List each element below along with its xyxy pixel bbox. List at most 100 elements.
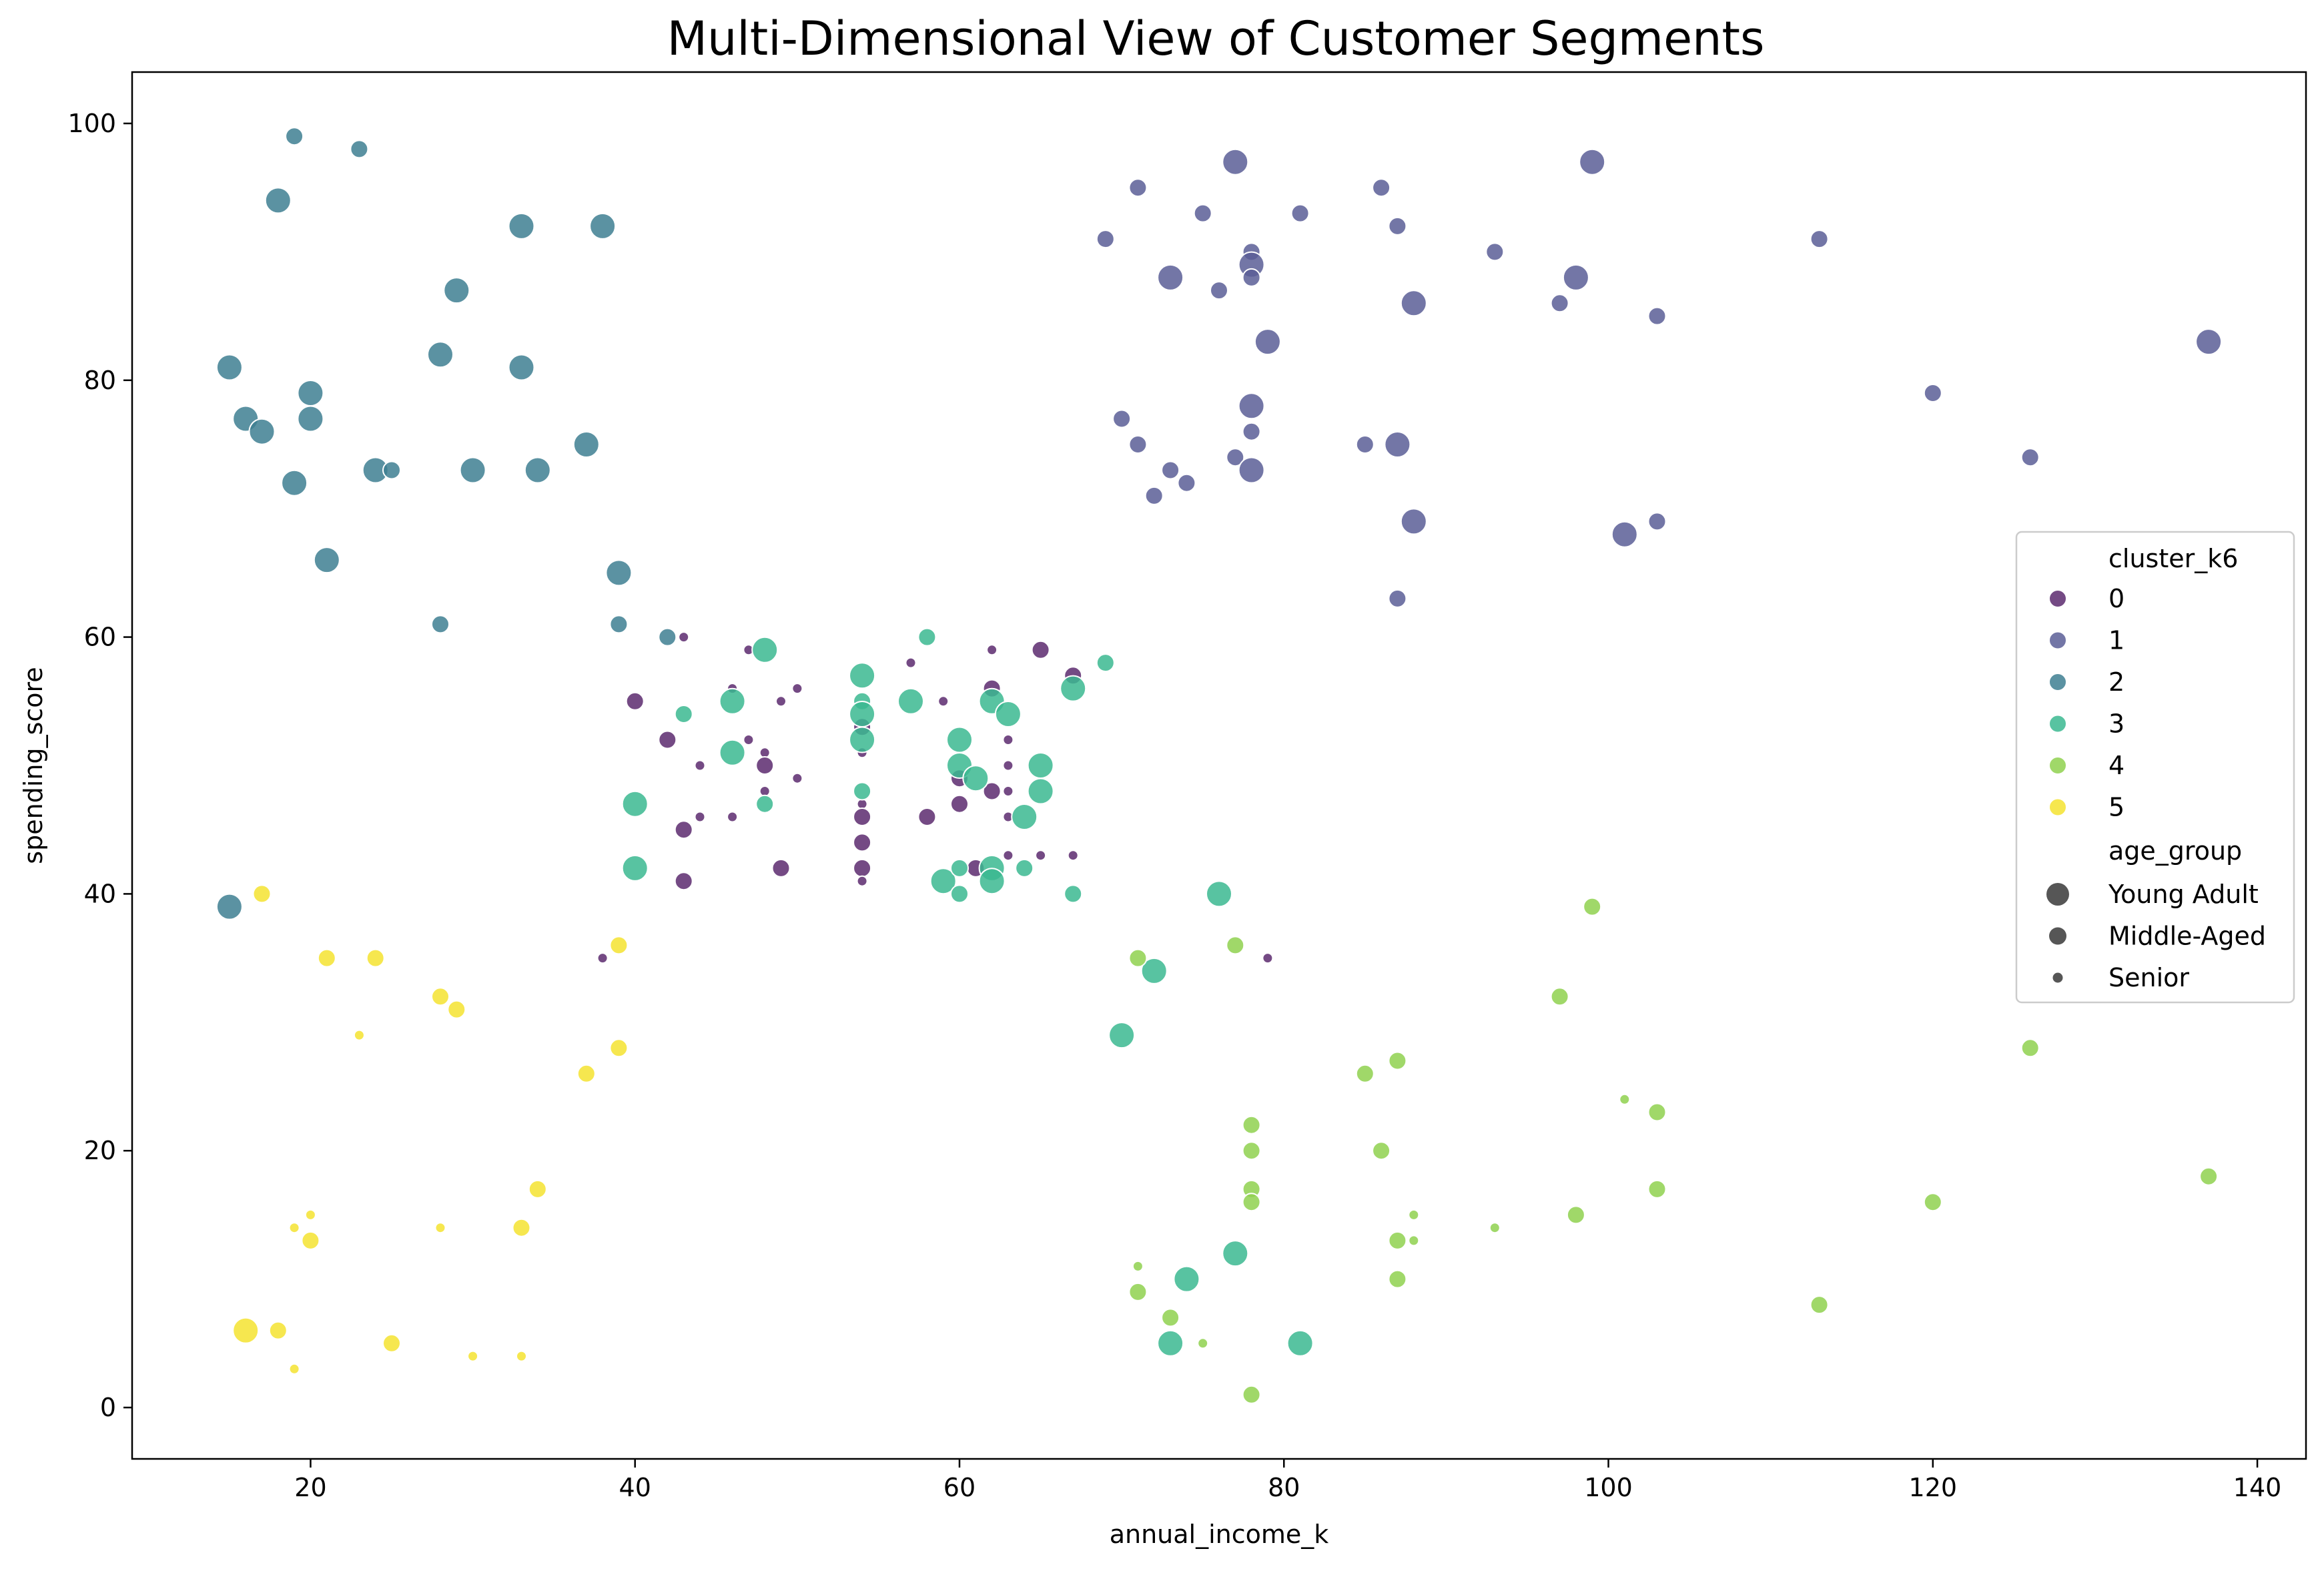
data-point-cluster-2 <box>264 187 292 214</box>
y-axis-ticks: 0 20 40 60 80 100 <box>67 109 132 1422</box>
data-point-cluster-3 <box>1096 653 1115 673</box>
data-point-cluster-0 <box>1002 734 1014 745</box>
data-point-cluster-5 <box>512 1218 531 1237</box>
legend-marker-cluster-4 <box>2048 756 2067 775</box>
legend-size-marker <box>2049 927 2066 945</box>
legend-label-cluster-0: 0 <box>2108 584 2124 613</box>
data-point-cluster-2 <box>382 460 401 480</box>
data-point-cluster-4 <box>1408 1235 1420 1247</box>
data-point-cluster-5 <box>609 936 629 955</box>
data-point-cluster-5 <box>382 1333 401 1353</box>
y-axis-label: spending_score <box>19 667 48 864</box>
data-point-cluster-3 <box>849 701 876 727</box>
data-point-cluster-4 <box>1372 1141 1391 1161</box>
data-point-cluster-5 <box>366 948 385 968</box>
data-point-cluster-2 <box>281 469 308 497</box>
data-point-cluster-5 <box>317 948 336 968</box>
legend-marker-cluster-3 <box>2048 714 2067 733</box>
data-point-cluster-0 <box>982 781 1002 801</box>
data-point-cluster-1 <box>1157 264 1184 291</box>
x-tick-label: 80 <box>1268 1473 1300 1502</box>
data-point-cluster-3 <box>1173 1265 1200 1293</box>
data-point-cluster-1 <box>2195 328 2223 356</box>
data-point-cluster-5 <box>447 1000 466 1019</box>
data-point-cluster-3 <box>1206 880 1232 908</box>
data-point-cluster-1 <box>1372 178 1391 198</box>
data-point-cluster-2 <box>508 212 535 240</box>
data-point-cluster-0 <box>771 858 791 878</box>
data-point-cluster-4 <box>1550 987 1569 1006</box>
data-point-cluster-1 <box>1400 508 1427 535</box>
x-tick-label: 20 <box>294 1473 326 1502</box>
data-point-cluster-0 <box>791 683 803 695</box>
data-point-cluster-0 <box>597 952 609 964</box>
data-point-cluster-0 <box>727 811 739 823</box>
data-point-cluster-3 <box>929 868 957 895</box>
data-point-cluster-0 <box>1002 850 1014 862</box>
x-tick-label: 60 <box>943 1473 976 1502</box>
data-point-cluster-4 <box>1197 1337 1209 1349</box>
data-point-cluster-3 <box>1011 804 1038 830</box>
data-point-cluster-3 <box>1064 884 1083 904</box>
data-point-cluster-0 <box>905 657 917 669</box>
data-point-cluster-5 <box>434 1222 446 1234</box>
data-point-cluster-4 <box>1355 1064 1375 1083</box>
data-point-cluster-0 <box>1067 850 1079 862</box>
data-point-cluster-5 <box>304 1209 316 1221</box>
x-axis-label: annual_income_k <box>1110 1520 1329 1549</box>
data-point-cluster-1 <box>1112 409 1132 428</box>
data-point-cluster-3 <box>751 636 779 663</box>
data-point-cluster-4 <box>1132 1260 1144 1272</box>
data-point-cluster-2 <box>572 431 600 458</box>
data-point-cluster-0 <box>775 695 787 707</box>
data-point-cluster-4 <box>1388 1269 1407 1289</box>
data-point-cluster-4 <box>1242 1193 1261 1212</box>
data-point-cluster-3 <box>946 726 973 753</box>
data-point-cluster-5 <box>288 1363 300 1375</box>
data-point-cluster-1 <box>1210 281 1228 300</box>
data-point-cluster-0 <box>1002 759 1014 771</box>
data-point-cluster-0 <box>917 808 937 826</box>
data-point-cluster-4 <box>1810 1295 1829 1315</box>
data-point-cluster-1 <box>1562 264 1589 291</box>
data-point-cluster-0 <box>694 811 706 823</box>
data-point-cluster-5 <box>232 1317 260 1344</box>
data-point-cluster-0 <box>937 695 949 707</box>
data-point-cluster-0 <box>1031 640 1050 659</box>
data-point-cluster-0 <box>1035 850 1047 862</box>
data-point-cluster-4 <box>1408 1209 1420 1221</box>
legend-label-cluster-5: 5 <box>2108 793 2124 822</box>
data-point-cluster-4 <box>2199 1167 2219 1186</box>
data-point-cluster-1 <box>1128 435 1148 454</box>
data-point-cluster-3 <box>1027 752 1054 779</box>
data-point-cluster-4 <box>1226 936 1245 955</box>
data-point-cluster-2 <box>216 893 243 920</box>
data-point-cluster-3 <box>849 726 876 753</box>
data-point-cluster-4 <box>1619 1093 1631 1105</box>
legend-size-marker <box>2046 883 2069 906</box>
data-point-cluster-3 <box>1222 1240 1249 1267</box>
data-point-cluster-3 <box>1015 858 1034 878</box>
y-tick-label: 60 <box>84 623 116 652</box>
y-tick-label: 100 <box>67 109 116 138</box>
data-point-cluster-0 <box>755 756 775 775</box>
data-point-cluster-0 <box>1002 786 1014 797</box>
data-point-cluster-0 <box>986 644 998 656</box>
data-point-cluster-3 <box>1157 1329 1184 1357</box>
data-point-cluster-1 <box>1242 268 1261 287</box>
data-point-cluster-1 <box>1384 431 1411 458</box>
data-point-cluster-4 <box>1489 1222 1501 1234</box>
data-point-cluster-1 <box>1254 328 1281 356</box>
legend-marker-cluster-1 <box>2048 631 2067 650</box>
data-point-cluster-1 <box>1923 384 1942 402</box>
data-point-cluster-3 <box>1140 957 1168 984</box>
data-point-cluster-3 <box>849 662 876 689</box>
y-tick-label: 80 <box>84 366 116 395</box>
legend-hue-title: cluster_k6 <box>2108 544 2238 573</box>
data-point-cluster-1 <box>2020 448 2040 467</box>
data-point-cluster-2 <box>427 341 454 368</box>
data-point-cluster-1 <box>1355 435 1375 454</box>
chart-title: Multi-Dimensional View of Customer Segme… <box>667 11 1765 66</box>
data-point-cluster-4 <box>2020 1038 2040 1058</box>
data-points <box>216 127 2223 1404</box>
